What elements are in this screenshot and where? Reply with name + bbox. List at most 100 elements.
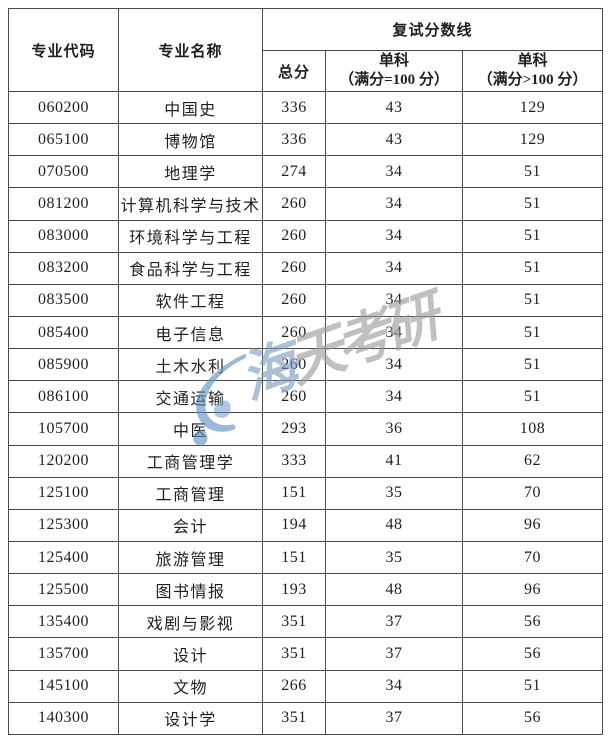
cell-major-name: 工商管理	[118, 476, 263, 510]
table-row: 060200 中国史 336 43 129	[8, 90, 604, 125]
table-row: 125400 旅游管理 151 35 70	[8, 540, 604, 575]
cell-major-code: 125100	[8, 476, 119, 510]
cell-major-code: 086100	[8, 380, 119, 414]
cell-major-name: 地理学	[118, 155, 263, 189]
cell-single-subject-gt100: 51	[461, 251, 604, 285]
cell-total-score: 351	[262, 701, 326, 735]
cell-single-subject-gt100: 108	[461, 412, 604, 446]
header-cell-single-subject-eq100: 单科 （满分=100 分）	[325, 50, 463, 92]
cell-total-score: 151	[262, 540, 326, 575]
table-row: 140300 设计学 351 37 56	[8, 701, 604, 735]
cell-major-name: 图书情报	[118, 573, 263, 607]
cell-major-name: 设计	[118, 637, 263, 671]
cell-single-subject-gt100: 56	[461, 637, 604, 671]
cell-single-subject-eq100: 34	[325, 380, 463, 414]
cell-single-subject-gt100: 51	[461, 219, 604, 253]
cell-total-score: 333	[262, 444, 326, 478]
cell-total-score: 260	[262, 348, 326, 382]
table-row: 070500 地理学 274 34 51	[8, 155, 604, 189]
cell-major-name: 会计	[118, 508, 263, 542]
single-subject-label: 单科	[517, 53, 548, 69]
cell-major-name: 软件工程	[118, 283, 263, 317]
cell-total-score: 260	[262, 283, 326, 317]
cell-single-subject-gt100: 56	[461, 605, 604, 639]
cell-total-score: 336	[262, 90, 326, 125]
cell-single-subject-gt100: 62	[461, 444, 604, 478]
cell-single-subject-gt100: 70	[461, 540, 604, 575]
table-row: 135700 设计 351 37 56	[8, 637, 604, 671]
cell-total-score: 351	[262, 605, 326, 639]
cell-total-score: 266	[262, 669, 326, 703]
single-subject-label: 单科	[378, 53, 409, 69]
cell-single-subject-eq100: 34	[325, 315, 463, 350]
cell-single-subject-eq100: 37	[325, 701, 463, 735]
cell-single-subject-eq100: 34	[325, 187, 463, 221]
table-body: 060200 中国史 336 43 129 065100 博物馆 336 43 129 070500…	[8, 90, 604, 735]
cell-single-subject-gt100: 51	[461, 669, 604, 703]
header-cell-total-score: 总分	[262, 50, 326, 92]
table-row: 135400 戏剧与影视 351 37 56	[8, 605, 604, 639]
cell-major-code: 125400	[8, 540, 119, 575]
cell-major-name: 中医	[118, 412, 263, 446]
cell-major-name: 环境科学与工程	[118, 219, 263, 253]
cell-single-subject-eq100: 48	[325, 508, 463, 542]
cell-major-name: 博物馆	[118, 123, 263, 157]
cell-major-code: 120200	[8, 444, 119, 478]
cell-major-name: 计算机科学与技术	[118, 187, 263, 221]
cell-major-name: 文物	[118, 669, 263, 703]
cell-major-name: 土木水利	[118, 348, 263, 382]
cell-single-subject-eq100: 43	[325, 123, 463, 157]
cell-major-name: 戏剧与影视	[118, 605, 263, 639]
cell-total-score: 293	[262, 412, 326, 446]
single-subject-gt100-note: （满分>100 分）	[477, 72, 588, 88]
header-cell-major-name: 专业名称	[118, 8, 263, 92]
cell-single-subject-eq100: 35	[325, 540, 463, 575]
header-row-1: 专业代码 专业名称 复试分数线	[8, 8, 604, 92]
header-row-2: 总分 单科 （满分=100 分） 单科 （满分>100 分）	[9, 50, 604, 92]
cell-single-subject-gt100: 129	[461, 90, 604, 125]
cell-major-code: 083200	[8, 251, 119, 285]
header-cell-major-code: 专业代码	[8, 8, 119, 92]
cell-major-code: 125300	[8, 508, 119, 542]
cell-total-score: 336	[262, 123, 326, 157]
cell-total-score: 193	[262, 573, 326, 607]
cell-single-subject-gt100: 51	[461, 187, 604, 221]
cell-single-subject-eq100: 34	[325, 669, 463, 703]
cell-total-score: 274	[262, 155, 326, 189]
table-row: 125300 会计 194 48 96	[8, 508, 604, 542]
cell-major-code: 105700	[8, 412, 119, 446]
cell-single-subject-gt100: 51	[461, 315, 604, 350]
cell-single-subject-eq100: 37	[325, 605, 463, 639]
cell-single-subject-eq100: 34	[325, 283, 463, 317]
cell-total-score: 260	[262, 380, 326, 414]
cell-total-score: 260	[262, 251, 326, 285]
table-row: 065100 博物馆 336 43 129	[8, 123, 604, 157]
score-line-table: 专业代码 专业名称 复试分数线 总分 单科 （满分=100 分） 单科 （满分>…	[8, 8, 604, 735]
cell-major-name: 旅游管理	[118, 540, 263, 575]
table-row: 081200 计算机科学与技术 260 34 51	[8, 187, 604, 221]
cell-total-score: 260	[262, 315, 326, 350]
table-row: 086100 交通运输 260 34 51	[8, 380, 604, 414]
cell-single-subject-gt100: 70	[461, 476, 604, 510]
table-row: 125100 工商管理 151 35 70	[8, 476, 604, 510]
cell-major-name: 交通运输	[118, 380, 263, 414]
cell-major-code: 070500	[8, 155, 119, 189]
table-header: 专业代码 专业名称 复试分数线 总分 单科 （满分=100 分） 单科 （满分>…	[8, 8, 604, 92]
header-cell-retest-score-line: 复试分数线	[261, 8, 604, 51]
cell-total-score: 194	[262, 508, 326, 542]
cell-major-code: 135700	[8, 637, 119, 671]
cell-single-subject-gt100: 56	[461, 701, 604, 735]
cell-total-score: 260	[262, 219, 326, 253]
table-row: 083000 环境科学与工程 260 34 51	[8, 219, 604, 253]
cell-major-code: 081200	[8, 187, 119, 221]
cell-single-subject-eq100: 41	[325, 444, 463, 478]
cell-single-subject-gt100: 96	[461, 573, 604, 607]
cell-single-subject-gt100: 51	[461, 380, 604, 414]
cell-total-score: 260	[262, 187, 326, 221]
cell-total-score: 151	[262, 476, 326, 510]
cell-single-subject-eq100: 43	[325, 90, 463, 125]
cell-major-code: 085400	[8, 315, 119, 350]
cell-major-name: 中国史	[118, 90, 263, 125]
cell-major-code: 083000	[8, 219, 119, 253]
cell-single-subject-eq100: 34	[325, 251, 463, 285]
